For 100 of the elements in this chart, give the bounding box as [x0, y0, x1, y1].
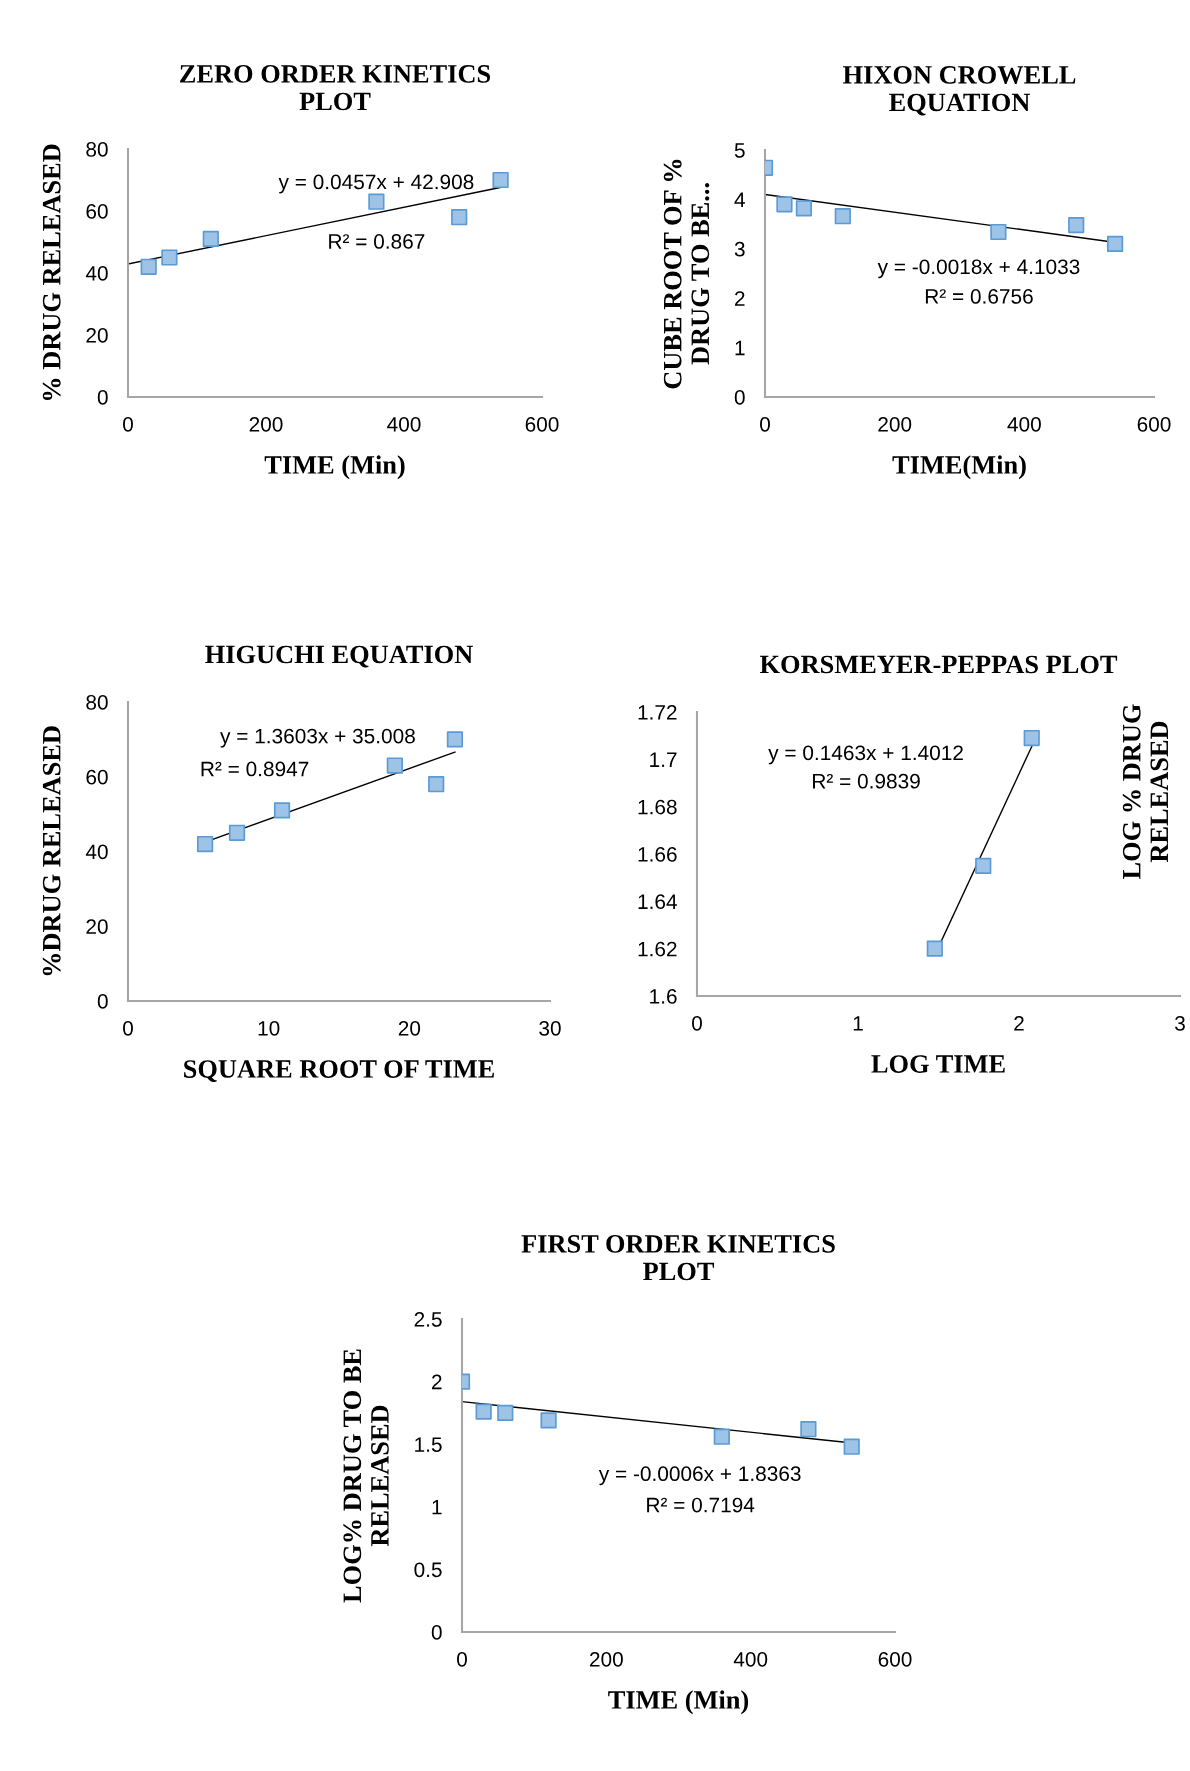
y-tick-label: 0	[734, 390, 745, 405]
y-tick-label: 1	[432, 1500, 442, 1515]
point	[540, 1412, 557, 1429]
point	[140, 258, 157, 275]
chart-title: HIGUCHI EQUATION	[205, 645, 473, 668]
point	[492, 171, 509, 189]
point	[368, 193, 385, 210]
x-tick-label: 600	[878, 1651, 912, 1667]
y-tick-label: 20	[86, 328, 108, 343]
x-tick-label: 1	[853, 1016, 863, 1031]
y-tick-label: 80	[86, 695, 108, 710]
y-axis-title: % DRUG RELEASED	[42, 144, 61, 401]
point	[273, 802, 291, 819]
x-tick-label: 0	[123, 416, 133, 432]
point	[228, 824, 246, 841]
y-tick-label: 20	[86, 919, 108, 934]
x-tick-label: 400	[733, 1651, 768, 1667]
y-tick-label: 80	[86, 142, 108, 157]
y-tick-label: 1.68	[638, 799, 677, 815]
point	[202, 230, 219, 248]
y-axis-title: CUBE ROOT OF % DRUG TO BE...	[663, 159, 710, 389]
point	[990, 223, 1007, 241]
point	[1023, 729, 1040, 747]
x-tick-label: 20	[398, 1020, 421, 1036]
x-tick-label: 30	[539, 1020, 561, 1036]
y-tick-label: 1.5	[415, 1437, 442, 1452]
x-tick-label: 200	[878, 416, 912, 432]
y-tick-label: 2.5	[414, 1312, 442, 1327]
y-tick-label: 0	[97, 390, 108, 405]
point	[446, 731, 464, 748]
point	[386, 757, 403, 774]
point	[926, 940, 943, 957]
annotation: R² = 0.867	[329, 234, 425, 249]
y-tick-label: 40	[85, 844, 108, 860]
x-tick-label: 0	[760, 416, 770, 432]
annotation: R² = 0.9839	[813, 773, 920, 789]
annotation: R² = 0.6756	[925, 289, 1033, 304]
point	[497, 1404, 514, 1422]
point	[196, 835, 214, 853]
x-tick-label: 400	[387, 416, 421, 432]
y-tick-label: 2	[432, 1374, 442, 1390]
annotation: y = 0.1463x + 1.4012	[768, 745, 963, 765]
x-tick-label: 2	[1014, 1015, 1024, 1031]
y-tick-label: 4	[734, 192, 745, 207]
y-tick-label: 0.5	[414, 1562, 442, 1578]
chart-title: KORSMEYER-PEPPAS PLOT	[759, 655, 1118, 674]
x-tick-label: 400	[1007, 416, 1041, 432]
point	[475, 1403, 492, 1420]
point	[843, 1438, 860, 1455]
point	[800, 1421, 817, 1438]
point	[428, 776, 445, 793]
annotation: R² = 0.7194	[647, 1497, 755, 1513]
x-axis-title: TIME (Min)	[608, 1690, 749, 1715]
point	[795, 200, 813, 217]
x-tick-label: 200	[249, 416, 283, 432]
y-tick-label: 1.6	[650, 989, 677, 1004]
y-tick-label: 1	[735, 340, 745, 356]
y-tick-label: 40	[85, 266, 108, 281]
x-axis-title: LOG TIME	[871, 1055, 1005, 1073]
chart-title: FIRST ORDER KINETICS PLOT	[521, 1235, 835, 1281]
x-axis-title: SQUARE ROOT OF TIME	[184, 1060, 494, 1082]
y-tick-label: 3	[734, 241, 745, 257]
y-tick-label: 1.7	[650, 752, 677, 767]
x-tick-label: 0	[457, 1651, 467, 1667]
point	[713, 1428, 730, 1445]
y-tick-label: 1.64	[638, 894, 677, 910]
x-axis-title: TIME(Min)	[892, 455, 1026, 480]
chart-title: ZERO ORDER KINETICS PLOT	[180, 65, 491, 111]
x-tick-label: 0	[692, 1015, 702, 1031]
y-tick-label: 1.66	[638, 847, 677, 862]
point	[161, 249, 178, 266]
point	[451, 209, 468, 226]
annotation: y = 1.3603x + 35.008	[220, 728, 415, 748]
x-tick-label: 200	[590, 1651, 623, 1667]
x-tick-label: 600	[525, 416, 559, 432]
x-tick-label: 10	[258, 1020, 280, 1036]
y-tick-label: 0	[97, 994, 108, 1009]
point	[1068, 216, 1085, 234]
y-tick-label: 60	[86, 769, 108, 785]
y-tick-label: 5	[734, 143, 745, 158]
y-tick-label: 0	[431, 1625, 442, 1640]
chart-title: HIXON CROWELL EQUATION	[843, 66, 1076, 116]
annotation: y = -0.0018x + 4.1033	[877, 259, 1080, 279]
y-axis-title: LOG% DRUG TO BE RELEASED	[343, 1349, 389, 1603]
y-tick-label: 1.62	[638, 941, 677, 957]
y-tick-label: 2	[735, 291, 745, 306]
x-tick-label: 3	[1175, 1015, 1185, 1031]
y-axis-title: LOG % DRUG RELEASED	[1122, 704, 1169, 880]
point	[975, 857, 992, 874]
annotation: y = 0.0457x + 42.908	[278, 174, 474, 194]
x-tick-label: 0	[123, 1020, 133, 1036]
x-axis-title: TIME (Min)	[264, 455, 405, 480]
y-axis-title: %DRUG RELEASED	[42, 726, 61, 976]
annotation: y = -0.0006x + 1.8363	[598, 1466, 801, 1486]
point	[834, 208, 851, 225]
annotation: R² = 0.8947	[201, 761, 309, 777]
y-tick-label: 60	[86, 204, 108, 219]
point	[776, 196, 793, 213]
point	[1106, 235, 1124, 252]
y-tick-label: 1.72	[638, 705, 677, 720]
